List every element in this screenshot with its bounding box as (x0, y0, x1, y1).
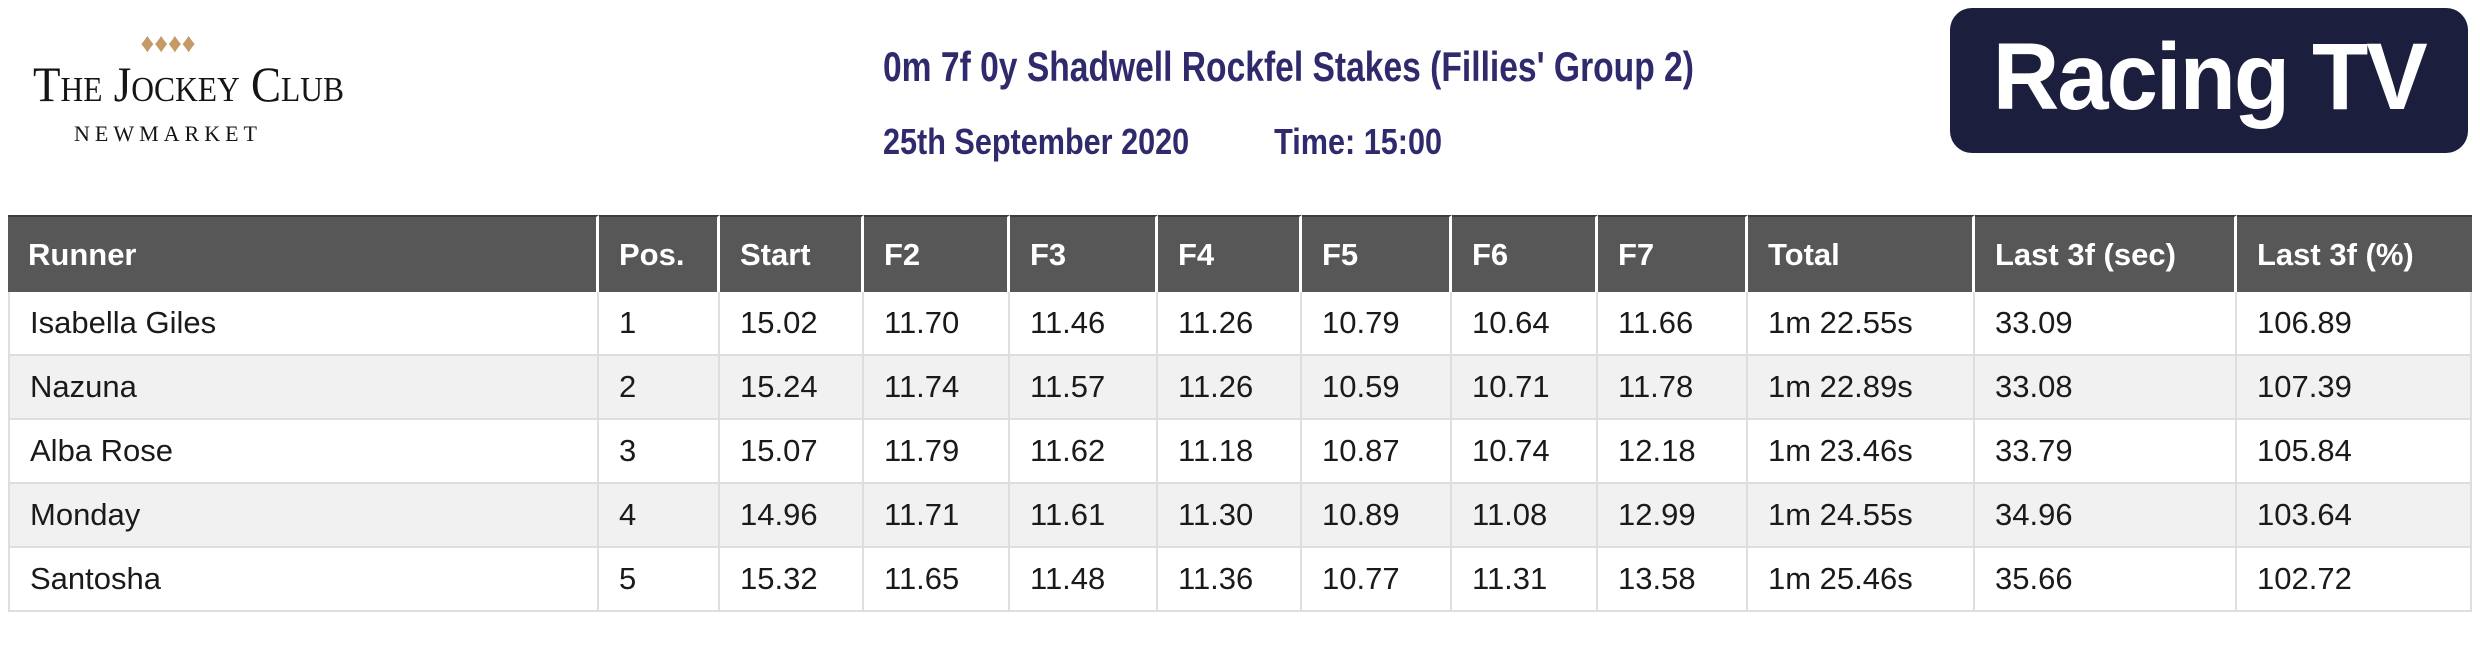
table-row: Monday 4 14.96 11.71 11.61 11.30 10.89 1… (8, 484, 2472, 548)
cell-pos: 2 (599, 356, 720, 420)
cell-f4: 11.26 (1158, 356, 1302, 420)
table-row: Alba Rose 3 15.07 11.79 11.62 11.18 10.8… (8, 420, 2472, 484)
cell-start: 15.07 (720, 420, 864, 484)
col-header-f2: F2 (864, 215, 1010, 292)
cell-f3: 11.48 (1010, 548, 1158, 612)
cell-start: 15.32 (720, 548, 864, 612)
table-row: Isabella Giles 1 15.02 11.70 11.46 11.26… (8, 292, 2472, 356)
cell-total: 1m 25.46s (1748, 548, 1975, 612)
cell-start: 15.24 (720, 356, 864, 420)
cell-f6: 10.64 (1452, 292, 1598, 356)
jockey-club-diamonds-icon: ♦♦♦♦ (140, 28, 196, 58)
cell-pos: 5 (599, 548, 720, 612)
cell-f5: 10.59 (1302, 356, 1452, 420)
cell-runner: Alba Rose (8, 420, 599, 484)
cell-f5: 10.87 (1302, 420, 1452, 484)
cell-f5: 10.89 (1302, 484, 1452, 548)
col-header-f4: F4 (1158, 215, 1302, 292)
cell-last3f-sec: 33.08 (1975, 356, 2237, 420)
cell-f6: 10.71 (1452, 356, 1598, 420)
cell-last3f-pct: 106.89 (2237, 292, 2472, 356)
race-time: Time: 15:00 (1274, 121, 1442, 162)
col-header-last3f-pct: Last 3f (%) (2237, 215, 2472, 292)
race-title: 0m 7f 0y Shadwell Rockfel Stakes (Fillie… (883, 43, 1694, 90)
racing-tv-logo-text: Racing TV (1992, 24, 2427, 130)
cell-total: 1m 24.55s (1748, 484, 1975, 548)
col-header-last3f-sec: Last 3f (sec) (1975, 215, 2237, 292)
cell-runner: Nazuna (8, 356, 599, 420)
cell-f4: 11.26 (1158, 292, 1302, 356)
race-date-time: 25th September 2020 Time: 15:00 (883, 124, 1442, 160)
cell-total: 1m 22.55s (1748, 292, 1975, 356)
cell-pos: 3 (599, 420, 720, 484)
cell-f3: 11.62 (1010, 420, 1158, 484)
jockey-club-name: The Jockey Club (33, 56, 345, 112)
cell-start: 14.96 (720, 484, 864, 548)
jockey-club-location: Newmarket (74, 121, 262, 146)
cell-f2: 11.74 (864, 356, 1010, 420)
cell-runner: Isabella Giles (8, 292, 599, 356)
race-date: 25th September 2020 (883, 121, 1190, 162)
cell-f3: 11.61 (1010, 484, 1158, 548)
cell-pos: 1 (599, 292, 720, 356)
cell-last3f-sec: 33.79 (1975, 420, 2237, 484)
cell-last3f-pct: 103.64 (2237, 484, 2472, 548)
cell-f7: 11.78 (1598, 356, 1748, 420)
cell-runner: Santosha (8, 548, 599, 612)
cell-total: 1m 22.89s (1748, 356, 1975, 420)
cell-f7: 12.99 (1598, 484, 1748, 548)
cell-f7: 11.66 (1598, 292, 1748, 356)
cell-f6: 11.08 (1452, 484, 1598, 548)
table-header-row: Runner Pos. Start F2 F3 F4 F5 F6 F7 Tota… (8, 215, 2472, 292)
cell-f4: 11.18 (1158, 420, 1302, 484)
table-row: Nazuna 2 15.24 11.74 11.57 11.26 10.59 1… (8, 356, 2472, 420)
cell-start: 15.02 (720, 292, 864, 356)
col-header-f5: F5 (1302, 215, 1452, 292)
cell-last3f-pct: 107.39 (2237, 356, 2472, 420)
col-header-total: Total (1748, 215, 1975, 292)
cell-f6: 10.74 (1452, 420, 1598, 484)
cell-pos: 4 (599, 484, 720, 548)
racing-tv-logo: Racing TV (1950, 8, 2468, 153)
cell-f7: 13.58 (1598, 548, 1748, 612)
cell-f7: 12.18 (1598, 420, 1748, 484)
cell-f5: 10.77 (1302, 548, 1452, 612)
col-header-pos: Pos. (599, 215, 720, 292)
col-header-start: Start (720, 215, 864, 292)
cell-total: 1m 23.46s (1748, 420, 1975, 484)
cell-last3f-pct: 105.84 (2237, 420, 2472, 484)
col-header-runner: Runner (8, 215, 599, 292)
cell-f2: 11.79 (864, 420, 1010, 484)
col-header-f6: F6 (1452, 215, 1598, 292)
cell-f3: 11.57 (1010, 356, 1158, 420)
cell-f3: 11.46 (1010, 292, 1158, 356)
cell-last3f-sec: 33.09 (1975, 292, 2237, 356)
cell-f6: 11.31 (1452, 548, 1598, 612)
sectional-times-table: Runner Pos. Start F2 F3 F4 F5 F6 F7 Tota… (8, 215, 2472, 612)
col-header-f7: F7 (1598, 215, 1748, 292)
jockey-club-logo: ♦♦♦♦ The Jockey Club Newmarket (18, 26, 345, 147)
cell-last3f-sec: 34.96 (1975, 484, 2237, 548)
cell-f2: 11.65 (864, 548, 1010, 612)
cell-f4: 11.30 (1158, 484, 1302, 548)
cell-f2: 11.70 (864, 292, 1010, 356)
cell-last3f-sec: 35.66 (1975, 548, 2237, 612)
cell-f5: 10.79 (1302, 292, 1452, 356)
cell-f4: 11.36 (1158, 548, 1302, 612)
table-row: Santosha 5 15.32 11.65 11.48 11.36 10.77… (8, 548, 2472, 612)
cell-last3f-pct: 102.72 (2237, 548, 2472, 612)
col-header-f3: F3 (1010, 215, 1158, 292)
cell-f2: 11.71 (864, 484, 1010, 548)
cell-runner: Monday (8, 484, 599, 548)
